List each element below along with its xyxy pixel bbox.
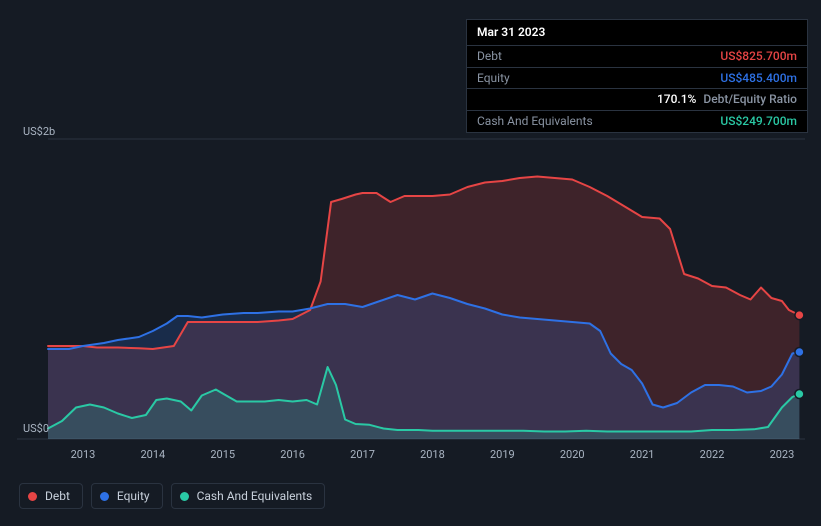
svg-text:2015: 2015 — [210, 448, 235, 461]
tooltip-row: Debt US$825.700m — [467, 46, 807, 68]
legend-label: Debt — [45, 489, 70, 503]
tooltip-row-label — [477, 91, 627, 108]
legend-label: Cash And Equivalents — [197, 489, 313, 503]
legend-item-debt[interactable]: Debt — [19, 483, 83, 509]
svg-text:2018: 2018 — [420, 448, 445, 461]
tooltip-row: 170.1% Debt/Equity Ratio — [467, 89, 807, 111]
tooltip-row: Cash And Equivalents US$249.700m — [467, 111, 807, 132]
tooltip-row-label: Cash And Equivalents — [477, 113, 690, 130]
svg-text:2023: 2023 — [770, 448, 795, 461]
chart-tooltip: Mar 31 2023 Debt US$825.700m Equity US$485.… — [466, 19, 808, 133]
tooltip-date: Mar 31 2023 — [467, 20, 807, 46]
legend-marker-icon — [180, 492, 189, 501]
svg-text:US$2b: US$2b — [23, 125, 55, 138]
svg-text:2021: 2021 — [630, 448, 655, 461]
svg-text:2014: 2014 — [140, 448, 165, 461]
svg-text:US$0: US$0 — [23, 422, 49, 435]
tooltip-row-value: US$825.700m — [720, 48, 797, 65]
legend-marker-icon — [100, 492, 109, 501]
svg-text:2022: 2022 — [700, 448, 725, 461]
tooltip-row-label: Equity — [477, 70, 690, 87]
tooltip-row-value: US$249.700m — [720, 113, 797, 130]
svg-text:2020: 2020 — [560, 448, 585, 461]
tooltip-row-value: US$485.400m — [720, 70, 797, 87]
chart-legend: Debt Equity Cash And Equivalents — [19, 483, 325, 509]
debt-equity-chart: US$2b US$0 2013 2014 2015 2016 2017 2018 2019 20… — [0, 0, 821, 526]
tooltip-ratio: 170.1% Debt/Equity Ratio — [657, 91, 797, 108]
svg-text:2019: 2019 — [490, 448, 515, 461]
legend-item-cash-and-equivalents[interactable]: Cash And Equivalents — [171, 483, 326, 509]
legend-label: Equity — [117, 489, 150, 503]
tooltip-row-label: Debt — [477, 48, 690, 65]
legend-item-equity[interactable]: Equity — [91, 483, 163, 509]
svg-text:2013: 2013 — [71, 448, 96, 461]
legend-marker-icon — [28, 492, 37, 501]
tooltip-row: Equity US$485.400m — [467, 68, 807, 90]
svg-text:2017: 2017 — [350, 448, 375, 461]
svg-text:2016: 2016 — [280, 448, 305, 461]
